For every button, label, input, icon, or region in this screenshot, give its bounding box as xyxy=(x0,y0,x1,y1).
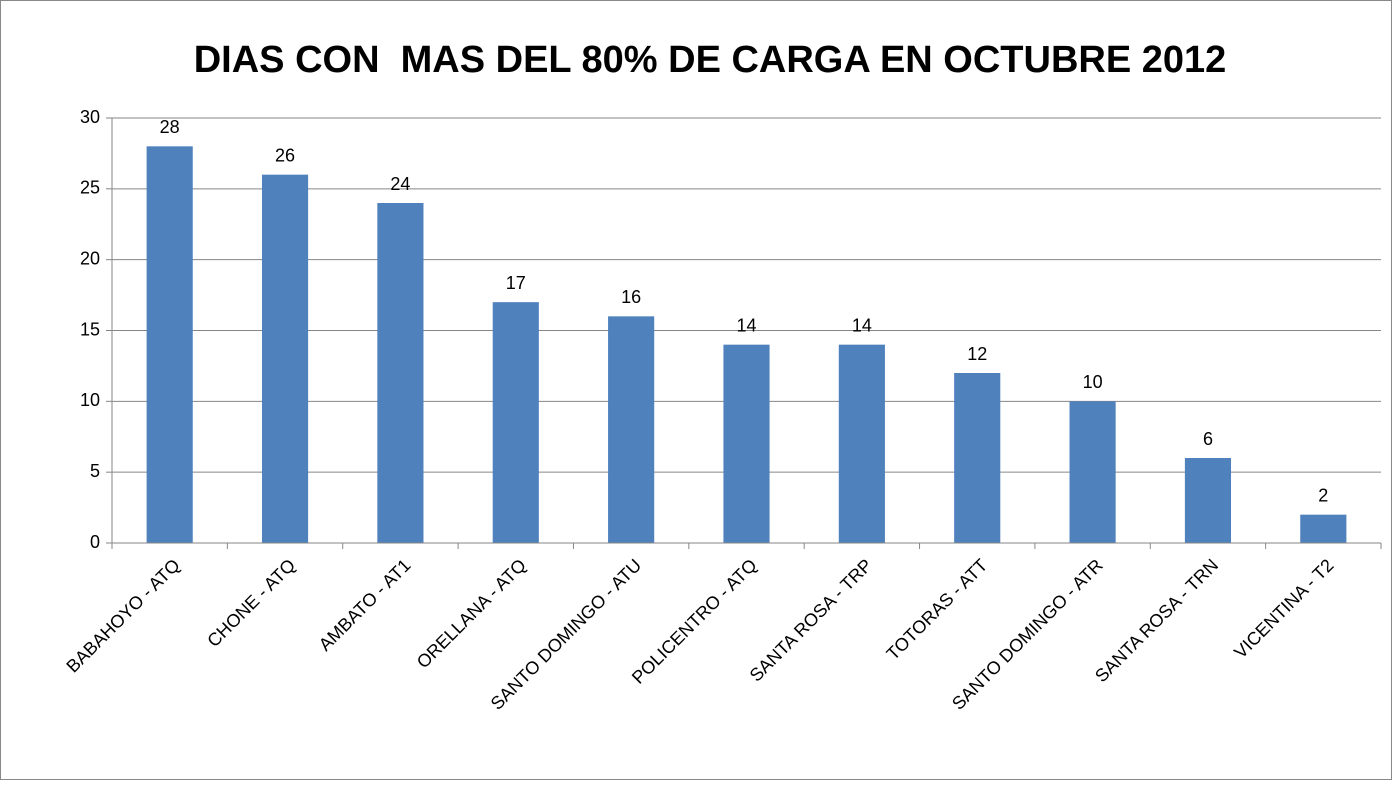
bar xyxy=(954,373,1001,543)
bar xyxy=(1300,514,1347,543)
data-label: 14 xyxy=(736,315,756,335)
data-label: 16 xyxy=(621,287,641,307)
bar xyxy=(261,174,309,543)
data-label: 14 xyxy=(852,315,872,335)
data-label: 12 xyxy=(967,344,987,364)
data-label: 2 xyxy=(1318,485,1328,505)
bar xyxy=(146,146,193,544)
bar xyxy=(1184,458,1232,543)
y-tick-label: 20 xyxy=(80,248,100,268)
data-label: 10 xyxy=(1083,372,1103,392)
bar xyxy=(838,344,885,543)
data-label: 6 xyxy=(1203,429,1213,449)
y-tick-label: 0 xyxy=(90,532,100,552)
bar xyxy=(492,302,539,543)
y-tick-label: 5 xyxy=(90,461,100,481)
bar xyxy=(723,344,770,543)
y-tick-label: 10 xyxy=(80,390,100,410)
y-tick-label: 15 xyxy=(80,319,100,339)
chart-title: DIAS CON MAS DEL 80% DE CARGA EN OCTUBRE… xyxy=(194,39,1227,81)
bar xyxy=(1069,401,1116,543)
y-tick-label: 30 xyxy=(80,107,100,127)
data-label: 24 xyxy=(390,174,410,194)
data-label: 26 xyxy=(275,145,295,165)
bar xyxy=(377,203,424,543)
y-tick-label: 25 xyxy=(80,178,100,198)
data-label: 28 xyxy=(160,117,180,137)
data-label: 17 xyxy=(506,273,526,293)
bar xyxy=(608,316,655,543)
